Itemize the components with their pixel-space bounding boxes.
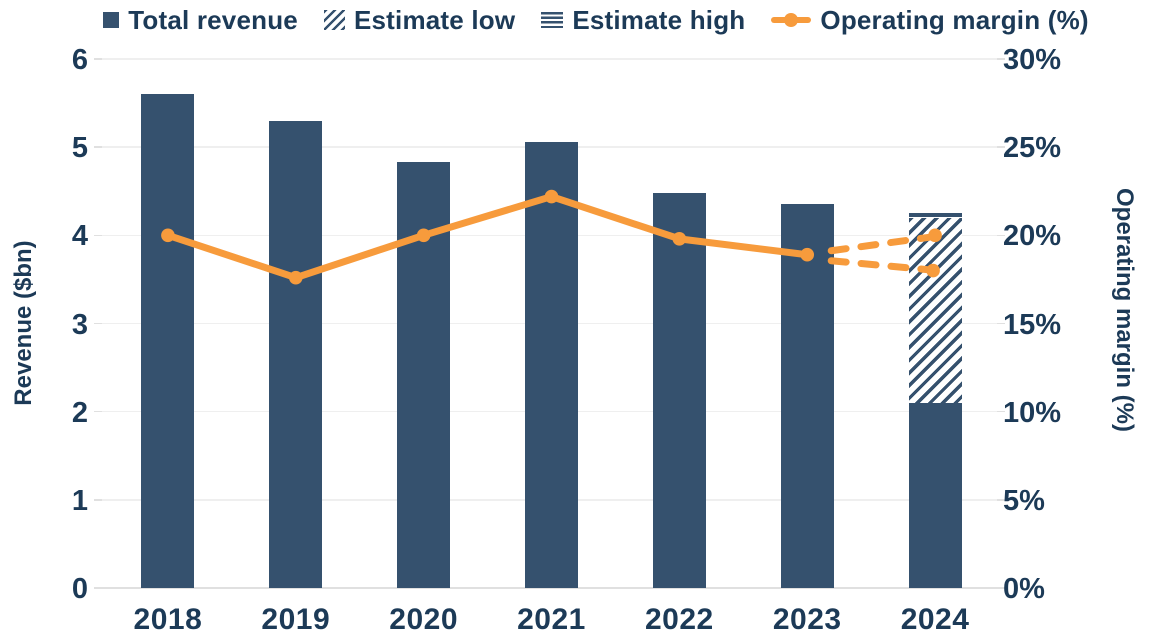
left-axis-tick-label: 3 [71, 308, 88, 341]
estimate-high-swatch-icon [541, 11, 564, 29]
left-axis-tick-label: 2 [71, 396, 88, 429]
left-axis-tick [94, 58, 102, 60]
x-axis-label-2021: 2021 [517, 603, 586, 636]
left-axis-tick-label: 6 [71, 44, 88, 76]
left-axis-tick-label: 4 [71, 220, 88, 253]
revenue-bar-2021 [525, 141, 578, 588]
legend-label: Estimate high [572, 4, 746, 35]
revenue-bar-2020 [397, 162, 451, 588]
left-axis-tick-label: 0 [71, 573, 88, 605]
right-axis-tick-label: 25% [1003, 132, 1062, 165]
estimate-low-swatch-icon [323, 10, 345, 30]
left-axis-tick [94, 499, 102, 501]
gridline [102, 58, 997, 60]
right-axis-tick-label: 10% [1003, 396, 1062, 429]
x-axis-label-2019: 2019 [261, 603, 331, 636]
legend-item-total-revenue: Total revenue [103, 5, 298, 36]
x-axis-label-2023: 2023 [772, 603, 842, 636]
left-axis-tick [94, 146, 102, 148]
right-axis-tick [997, 234, 1005, 237]
revenue-bar-2024 [908, 402, 962, 588]
right-axis-tick-label: 30% [1003, 44, 1062, 76]
legend-item-estimate-high: Estimate high [541, 5, 745, 36]
x-axis-label-2024: 2024 [900, 603, 970, 636]
right-axis-tick-label: 5% [1003, 484, 1045, 517]
operating-margin-swatch-icon [771, 12, 812, 28]
total-revenue-swatch-icon [103, 12, 120, 28]
x-axis-label-2018: 2018 [133, 603, 203, 636]
legend-item-operating-margin: Operating margin (%) [771, 4, 1089, 36]
right-axis-tick [997, 410, 1005, 413]
right-axis-tick-label: 15% [1003, 308, 1062, 341]
legend: Total revenue Estimate low Estimate high… [0, 0, 1150, 40]
left-axis-tick [94, 234, 102, 237]
right-axis-tick-label: 0% [1003, 573, 1045, 605]
estimate-low-range-2024 [908, 217, 962, 403]
x-axis-line [102, 587, 997, 589]
right-axis-tick [997, 322, 1005, 325]
revenue-bar-2023 [780, 203, 834, 588]
left-axis-tick [94, 587, 102, 589]
right-axis-tick [997, 58, 1005, 60]
left-axis-tick-label: 1 [71, 484, 88, 517]
right-axis-tick [997, 499, 1005, 501]
legend-label: Operating margin (%) [820, 4, 1089, 35]
revenue-bar-2022 [652, 193, 706, 588]
right-axis-tick-label: 20% [1003, 220, 1062, 253]
estimate-high-cap-2024 [908, 213, 962, 217]
legend-label: Total revenue [128, 4, 298, 35]
marker-dot-icon [784, 13, 799, 27]
x-axis-label-2020: 2020 [389, 603, 459, 636]
legend-label: Estimate low [353, 4, 516, 35]
right-axis-tick [997, 587, 1005, 589]
operating-margin-line [164, 193, 811, 282]
right-axis-title: Operating margin (%) [1111, 187, 1138, 433]
right-axis-tick [997, 146, 1005, 148]
left-axis-tick [94, 410, 102, 413]
legend-item-estimate-low: Estimate low [323, 4, 516, 36]
revenue-bar-2019 [269, 120, 323, 588]
x-axis-label-2022: 2022 [644, 603, 714, 636]
left-axis-tick [94, 322, 102, 325]
revenue-bar-2018 [141, 94, 195, 588]
left-axis-tick-label: 5 [71, 132, 88, 165]
